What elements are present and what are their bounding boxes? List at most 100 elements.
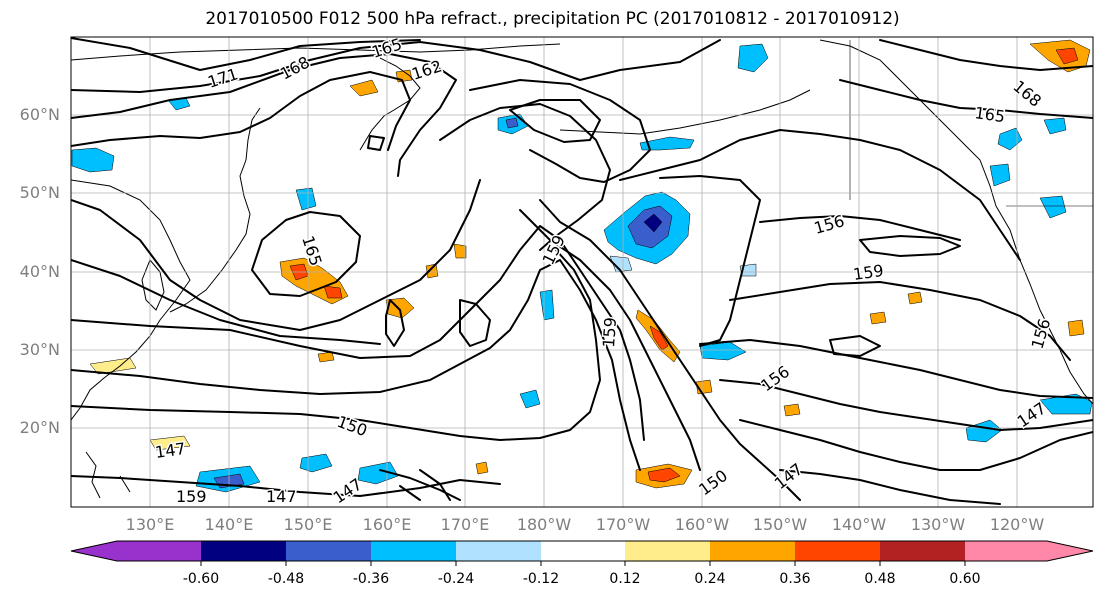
lat-label: 40°N: [19, 262, 60, 281]
map-frame: [70, 36, 1094, 508]
graticule: [71, 37, 1093, 507]
colorbar-outline: [70, 540, 1094, 562]
precip-patch-lightblue: [609, 255, 633, 273]
lon-label: 170°W: [595, 515, 651, 534]
contour-line: [879, 39, 1093, 71]
colorbar-swatch: [116, 541, 202, 561]
colorbar-swatch: [1047, 541, 1093, 561]
contour-line: [71, 249, 601, 441]
contour-line: [71, 259, 381, 345]
colorbar-swatch: [371, 541, 457, 561]
contour-line: [71, 53, 457, 177]
contour-line: [71, 225, 645, 441]
colorbar-tick-label: -0.36: [352, 571, 390, 587]
precip-patch-orange: [453, 243, 467, 259]
contour-line: [71, 39, 721, 93]
precip-patch-yellow: [149, 435, 191, 451]
precip-patch-blue: [519, 389, 541, 409]
colorbar-tick-label: 0.36: [779, 571, 811, 587]
precip-patch-orange: [475, 461, 489, 475]
contour-label: 159: [176, 487, 207, 506]
contour-line: [385, 299, 405, 347]
precip-patch-blue: [989, 163, 1011, 187]
contour-line: [739, 419, 1093, 471]
contour-line: [71, 37, 421, 71]
colorbar-swatch: [456, 541, 542, 561]
contour-line: [779, 469, 1001, 505]
colorbar-tick-label: -0.60: [182, 571, 220, 587]
lon-label: 120°W: [989, 515, 1045, 534]
colorbar-tick-label: 0.24: [694, 571, 726, 587]
contour-line: [719, 379, 1093, 431]
colorbar-tick-label: 0.48: [864, 571, 896, 587]
lon-label: 160°W: [674, 515, 730, 534]
precip-patch-orange: [869, 311, 887, 325]
precip-patch-blue: [1039, 393, 1093, 415]
contour-line: [251, 211, 361, 297]
precip-patch-blue: [737, 43, 769, 73]
precip-patch-orange: [317, 351, 335, 363]
contour-line: [509, 99, 601, 143]
precip-patch-blue: [1043, 117, 1067, 135]
lon-label: 180°W: [516, 515, 572, 534]
lat-label: 30°N: [19, 340, 60, 359]
colorbar-swatch: [201, 541, 287, 561]
colorbar-swatch: [710, 541, 796, 561]
precip-patch-red: [647, 467, 681, 483]
precip-patch-orange: [349, 79, 379, 97]
colorbar-tick-label: 0.60: [949, 571, 981, 587]
lat-label: 50°N: [19, 183, 60, 202]
lon-label: 170°E: [440, 515, 490, 534]
refractivity-contours: [71, 37, 1093, 505]
contour-line: [699, 339, 1093, 399]
coastline-sakhalin: [245, 107, 261, 161]
coastline-na-west: [995, 205, 1093, 405]
precip-patch-red: [649, 325, 669, 351]
precip-patches: [71, 39, 1093, 493]
precip-patch-blue: [639, 136, 695, 151]
colorbar-swatch: [541, 541, 626, 561]
contour-line: [71, 259, 641, 471]
contour-line: [459, 299, 491, 347]
colorbar-swatch: [71, 541, 117, 561]
colorbar-tick-label: 0.12: [609, 571, 641, 587]
contour-line: [859, 235, 961, 257]
precip-patch-blue: [1039, 195, 1067, 219]
lon-label: 150°E: [283, 515, 333, 534]
colorbar-tick-label: -0.12: [522, 571, 560, 587]
contour-line: [71, 475, 501, 497]
colorbar-tick-label: -0.24: [437, 571, 475, 587]
precip-patch-navy: [505, 117, 519, 129]
lon-label: 140°E: [204, 515, 254, 534]
contour-line: [839, 79, 1093, 119]
lon-label: 160°E: [362, 515, 412, 534]
precip-patch-blue: [997, 127, 1023, 151]
contour-label: 165: [369, 34, 404, 62]
colorbar-swatch: [795, 541, 881, 561]
coastline-japan: [169, 159, 251, 313]
lat-label: 60°N: [19, 105, 60, 124]
contour-line: [379, 469, 461, 501]
colorbar: [70, 540, 1094, 566]
contour-label: 159: [599, 316, 620, 348]
precip-patch-orange: [783, 403, 801, 417]
contour-label: 147: [266, 487, 297, 506]
contour-line: [619, 129, 1021, 261]
colorbar-swatch: [965, 541, 1048, 561]
precip-patch-orange: [1067, 319, 1085, 337]
contour-line: [367, 135, 385, 151]
colorbar-swatch: [625, 541, 711, 561]
colorbar-swatch: [880, 541, 966, 561]
lon-label: 130°E: [125, 515, 175, 534]
contour-line: [659, 175, 761, 347]
lon-label: 150°W: [752, 515, 808, 534]
contour-line: [71, 71, 411, 151]
contour-line: [539, 199, 801, 501]
contour-line: [469, 79, 651, 183]
map-title: 2017010500 F012 500 hPa refract., precip…: [205, 9, 900, 29]
lat-label: 20°N: [19, 418, 60, 437]
precip-patch-orange: [907, 291, 923, 305]
coastline-aleutians: [559, 89, 811, 135]
contour-line: [759, 215, 961, 241]
